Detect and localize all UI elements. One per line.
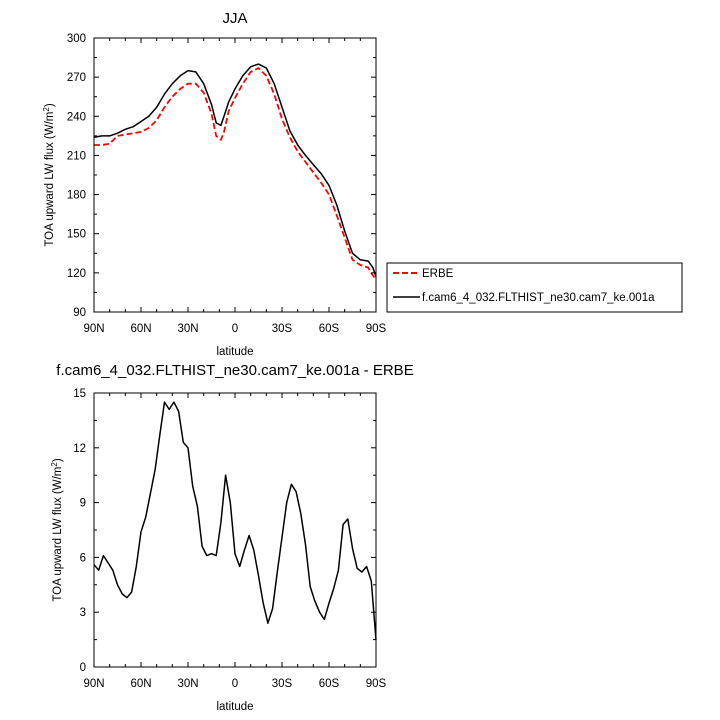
top-series-line-erbe — [94, 67, 377, 280]
bottom-y-axis-label-end: ) — [52, 458, 64, 462]
bottom-y-tick-label: 9 — [80, 498, 86, 510]
top-y-tick-label: 120 — [67, 268, 86, 280]
top-x-tick-label: 90N — [83, 323, 104, 335]
legend-box — [386, 262, 683, 313]
legend-label-model: f.cam6_4_032.FLTHIST_ne30.cam7_ke.001a — [422, 292, 655, 304]
bottom-y-tick-label: 3 — [80, 607, 86, 619]
top-x-tick-label: 30N — [177, 323, 198, 335]
top-y-axis-label-end: ) — [44, 103, 56, 107]
bottom-x-tick-label: 60S — [319, 678, 340, 690]
bottom-y-tick-label: 6 — [80, 552, 86, 564]
bottom-y-tick-label: 12 — [73, 443, 86, 455]
top-y-axis-label: TOA upward LW flux (W/m2) — [42, 103, 56, 247]
top-x-tick-label: 60S — [319, 323, 340, 335]
top-chart-title: JJA — [222, 10, 247, 27]
top-y-tick-label: 210 — [67, 150, 86, 162]
bottom-x-tick-label: 30N — [177, 678, 198, 690]
bottom-y-axis-label-sup: 2 — [50, 462, 59, 467]
bottom-y-axis-label-main: TOA upward LW flux (W/m — [52, 467, 64, 602]
bottom-x-tick-label: 90S — [366, 678, 387, 690]
top-y-tick-label: 90 — [73, 307, 86, 319]
bottom-x-tick-label: 90N — [83, 678, 104, 690]
bottom-x-axis-label: latitude — [216, 701, 253, 713]
bottom-axes-group: 0 3 6 9 12 15 90N 60N 30N 0 30S 60S 90S — [73, 388, 386, 690]
top-x-tick-label: 90S — [366, 323, 387, 335]
top-y-tick-label: 270 — [67, 72, 86, 84]
bottom-y-tick-label: 15 — [73, 388, 86, 400]
top-y-axis-label-main: TOA upward LW flux (W/m — [44, 112, 56, 247]
top-series-line-model — [93, 63, 377, 278]
top-panel: JJA 90 120 150 180 210 240 270 300 90N 60N 30N 0 30S… — [42, 10, 683, 358]
bottom-x-tick-label: 0 — [232, 678, 238, 690]
top-x-axis-label: latitude — [216, 346, 253, 358]
top-series-group — [93, 63, 377, 280]
top-x-tick-label: 30S — [272, 323, 293, 335]
bottom-y-axis-label: TOA upward LW flux (W/m2) — [50, 458, 64, 602]
top-y-tick-label: 180 — [67, 190, 86, 202]
top-y-tick-label: 240 — [67, 111, 86, 123]
top-axes-group: 90 120 150 180 210 240 270 300 90N 60N 30N 0 30S 60S 9… — [67, 33, 387, 335]
bottom-plot-frame — [93, 392, 377, 668]
top-x-tick-label: 0 — [232, 323, 238, 335]
top-y-tick-label: 150 — [67, 229, 86, 241]
top-plot-frame — [93, 37, 377, 313]
top-y-axis-label-sup: 2 — [42, 107, 51, 112]
bottom-x-tick-label: 60N — [130, 678, 151, 690]
top-x-tick-label: 60N — [130, 323, 151, 335]
bottom-y-tick-label: 0 — [80, 662, 86, 674]
bottom-chart-title: f.cam6_4_032.FLTHIST_ne30.cam7_ke.001a -… — [56, 362, 413, 379]
top-y-tick-label: 300 — [67, 33, 86, 45]
legend: ERBE f.cam6_4_032.FLTHIST_ne30.cam7_ke.0… — [386, 262, 683, 313]
legend-label-erbe: ERBE — [422, 268, 454, 280]
bottom-x-tick-label: 30S — [272, 678, 293, 690]
bottom-series-group — [93, 401, 377, 640]
bottom-panel: f.cam6_4_032.FLTHIST_ne30.cam7_ke.001a -… — [50, 362, 414, 713]
bottom-series-line-difference — [93, 401, 377, 640]
